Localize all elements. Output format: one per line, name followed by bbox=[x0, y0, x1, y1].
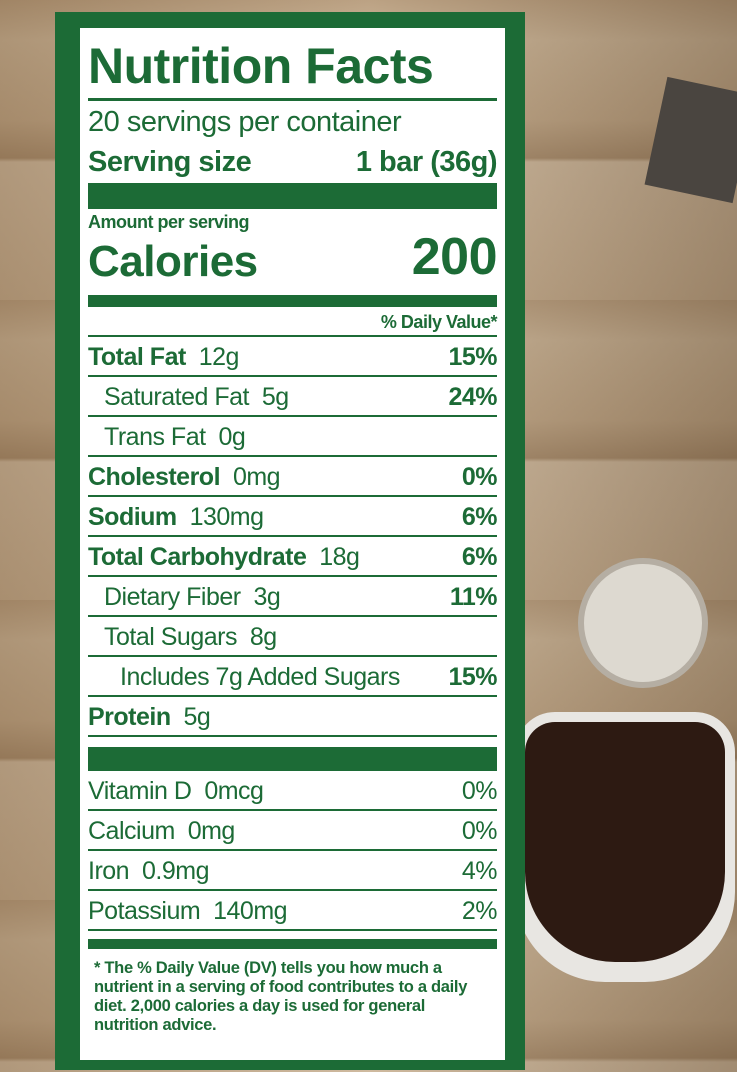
nutrient: Trans Fat 0g bbox=[88, 417, 246, 455]
nutrient: Includes 7g Added Sugars bbox=[88, 657, 400, 695]
nutrient: Potassium 140mg bbox=[88, 891, 288, 929]
nutrient: Cholesterol 0mg bbox=[88, 457, 281, 495]
calories: Calories 200 bbox=[88, 228, 498, 289]
nutrient-amount: 140mg bbox=[213, 897, 288, 925]
serving-size-label: Serving size bbox=[88, 146, 252, 178]
nutrient-name: Sodium bbox=[88, 503, 177, 531]
nutrient-amount: 3g bbox=[253, 583, 281, 611]
serving-size: Serving size 1 bar (36g) bbox=[88, 141, 498, 181]
nutrient: Iron 0.9mg bbox=[88, 851, 209, 889]
nutrient-row: Includes 7g Added Sugars 15% bbox=[88, 657, 497, 697]
nutrient-row: Vitamin D 0mcg 0% bbox=[88, 771, 498, 811]
daily-value-header: % Daily Value* bbox=[88, 307, 498, 337]
daily-value: 0% bbox=[461, 777, 498, 805]
nutrient-row: Trans Fat 0g bbox=[88, 417, 497, 457]
nutrient-row: Cholesterol 0mg 0% bbox=[88, 457, 498, 497]
title: Nutrition Facts bbox=[88, 28, 497, 101]
nutrient-amount: 0g bbox=[218, 423, 246, 451]
daily-value: 15% bbox=[448, 343, 497, 371]
nutrient-amount: 5g bbox=[261, 383, 289, 411]
nutrition-label: Nutrition Facts 20 servings per containe… bbox=[80, 28, 505, 1060]
nutrient: Vitamin D 0mcg bbox=[88, 771, 264, 809]
daily-value: 2% bbox=[461, 897, 498, 925]
nutrient-amount: 0mg bbox=[187, 817, 236, 845]
nutrient-name: Iron bbox=[88, 857, 130, 885]
nutrient-name: Includes 7g Added Sugars bbox=[120, 663, 400, 691]
thick-rule bbox=[88, 295, 497, 307]
nutrient-row: Total Fat 12g 15% bbox=[88, 337, 497, 377]
nutrient: Total Carbohydrate 18g bbox=[88, 537, 360, 575]
calories-value: 200 bbox=[411, 228, 498, 286]
nutrient-row: Calcium 0mg 0% bbox=[88, 811, 498, 851]
nutrient-amount: 5g bbox=[183, 703, 211, 731]
nutrient-name: Cholesterol bbox=[88, 463, 221, 491]
nutrient: Sodium 130mg bbox=[88, 497, 264, 535]
nutrient-name: Total Carbohydrate bbox=[88, 543, 307, 571]
nutrient-name: Dietary Fiber bbox=[104, 583, 241, 611]
daily-value: 24% bbox=[448, 383, 497, 411]
thick-rule bbox=[88, 747, 497, 771]
daily-value: 0% bbox=[461, 817, 498, 845]
nutrient-row: Protein 5g bbox=[88, 697, 497, 737]
nutrient-row: Potassium 140mg 2% bbox=[88, 891, 498, 931]
amount-per-serving: Amount per serving bbox=[88, 212, 250, 232]
nutrient: Saturated Fat 5g bbox=[88, 377, 289, 415]
nutrient-amount: 12g bbox=[198, 343, 240, 371]
servings-text: 20 servings per container bbox=[88, 106, 402, 138]
daily-value: 4% bbox=[461, 857, 498, 885]
daily-value: 0% bbox=[461, 463, 498, 491]
calories-label: Calories bbox=[88, 237, 258, 286]
nutrient-amount: 0mg bbox=[232, 463, 281, 491]
daily-value: 15% bbox=[448, 663, 497, 691]
nutrient: Dietary Fiber 3g bbox=[88, 577, 281, 615]
nutrient-name: Calcium bbox=[88, 817, 175, 845]
nutrient-row: Total Sugars 8g bbox=[88, 617, 497, 657]
nutrient: Total Sugars 8g bbox=[88, 617, 277, 655]
nutrient-amount: 0mcg bbox=[204, 777, 264, 805]
nutrient-amount: 130mg bbox=[189, 503, 264, 531]
vitamin-list: Vitamin D 0mcg 0% Calcium 0mg 0% Iron 0.9mg 4… bbox=[88, 771, 498, 931]
nutrient-name: Total Fat bbox=[88, 343, 186, 371]
thick-rule bbox=[88, 939, 497, 949]
servings: 20 servings per container bbox=[88, 101, 497, 141]
nutrient-name: Vitamin D bbox=[88, 777, 192, 805]
nutrient-name: Trans Fat bbox=[104, 423, 206, 451]
nutrient-row: Iron 0.9mg 4% bbox=[88, 851, 498, 891]
nutrient: Calcium 0mg bbox=[88, 811, 235, 849]
serving-size-value: 1 bar (36g) bbox=[355, 146, 498, 178]
nutrient-name: Protein bbox=[88, 703, 171, 731]
nutrient-row: Sodium 130mg 6% bbox=[88, 497, 498, 537]
nutrient-amount: 0.9mg bbox=[142, 857, 209, 885]
daily-value: 11% bbox=[449, 583, 498, 611]
nutrient-amount: 18g bbox=[319, 543, 360, 571]
daily-value: 6% bbox=[461, 543, 498, 571]
nutrient-list: Total Fat 12g 15% Saturated Fat 5g 24% Trans… bbox=[88, 337, 498, 737]
footnote: * The % Daily Value (DV) tells you how m… bbox=[94, 959, 468, 1034]
nutrient-row: Dietary Fiber 3g 11% bbox=[88, 577, 498, 617]
nutrient: Total Fat 12g bbox=[88, 337, 239, 375]
daily-value: 6% bbox=[461, 503, 498, 531]
thick-rule bbox=[88, 183, 497, 209]
compass bbox=[578, 558, 708, 688]
nutrient-name: Potassium bbox=[88, 897, 201, 925]
nutrient: Protein 5g bbox=[88, 697, 211, 735]
nutrient-row: Saturated Fat 5g 24% bbox=[88, 377, 497, 417]
nutrient-amount: 8g bbox=[249, 623, 277, 651]
nutrient-row: Total Carbohydrate 18g 6% bbox=[88, 537, 498, 577]
coffee bbox=[525, 722, 725, 962]
nutrient-name: Saturated Fat bbox=[104, 383, 249, 411]
nutrient-name: Total Sugars bbox=[104, 623, 237, 651]
